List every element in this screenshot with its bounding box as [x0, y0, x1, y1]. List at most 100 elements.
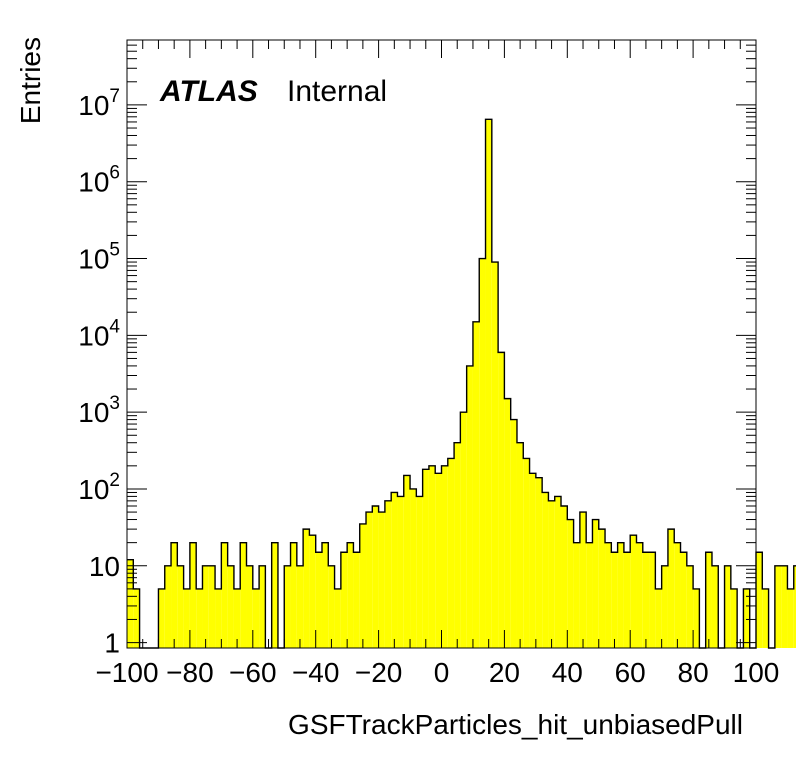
histogram-bin	[378, 512, 385, 648]
histogram-bin	[623, 552, 631, 648]
histogram-bin	[655, 588, 662, 648]
histogram-bin	[428, 465, 436, 648]
histogram-bin	[711, 565, 719, 648]
x-tick-label: 40	[552, 657, 583, 688]
histogram-bin	[510, 419, 517, 648]
histogram-bin	[259, 565, 266, 648]
histogram-bin	[202, 565, 209, 648]
histogram-bin	[649, 552, 656, 648]
histogram-bin	[252, 588, 260, 648]
histogram-bin	[592, 519, 599, 648]
y-tick-label: 103	[78, 393, 120, 428]
x-axis-title: GSFTrackParticles_hit_unbiasedPull	[288, 709, 743, 740]
x-tick-label: 20	[489, 657, 520, 688]
histogram-bin	[485, 119, 492, 648]
histogram-bin	[705, 552, 712, 648]
histogram-bin	[542, 492, 549, 648]
histogram-bin	[454, 442, 461, 648]
histogram-bin	[579, 512, 587, 648]
histogram-bin	[605, 542, 612, 648]
histogram-bin	[447, 458, 455, 648]
x-tick-label: 0	[434, 657, 450, 688]
histogram-bin	[158, 588, 165, 648]
histogram-bin	[271, 542, 278, 648]
internal-label: Internal	[287, 75, 387, 108]
histogram-bin	[366, 512, 373, 648]
x-tick-label: −80	[166, 657, 214, 688]
histogram-bin	[479, 258, 486, 648]
histogram-bars	[127, 118, 796, 649]
histogram-bin	[347, 542, 354, 648]
histogram-bin	[598, 529, 606, 648]
y-tick-label: 105	[78, 240, 120, 275]
histogram-bin	[422, 469, 429, 648]
histogram-bin	[384, 500, 392, 648]
y-tick-label: 1	[104, 628, 120, 659]
histogram-bin	[586, 542, 593, 648]
histogram-bin	[642, 552, 650, 648]
histogram-bin	[353, 552, 360, 648]
histogram-bin	[724, 565, 731, 648]
histogram-bin	[523, 458, 530, 648]
histogram-bin	[787, 588, 794, 648]
histogram-bin	[328, 565, 335, 648]
histogram-bin	[667, 529, 675, 648]
histogram-bin	[303, 529, 310, 648]
histogram-bin	[321, 542, 329, 648]
histogram-bin	[774, 565, 782, 648]
histogram-bin	[441, 465, 448, 648]
y-tick-label: 107	[78, 86, 120, 121]
histogram-bin	[781, 565, 788, 648]
histogram-bin	[359, 523, 367, 648]
histogram-bin	[372, 505, 379, 648]
histogram-bin	[730, 588, 738, 648]
histogram-bin	[567, 519, 574, 648]
histogram-bin	[529, 473, 536, 648]
histogram-bin	[611, 552, 618, 648]
histogram-bin	[240, 542, 247, 648]
histogram-bin	[680, 552, 687, 648]
histogram-bin	[460, 412, 467, 648]
x-tick-label: −100	[95, 657, 158, 688]
histogram-bin	[215, 588, 222, 648]
histogram-bin	[561, 505, 568, 648]
histogram-bin	[498, 352, 505, 648]
histogram-bin	[693, 588, 700, 648]
histogram-bin	[466, 365, 473, 648]
histogram-bin	[403, 475, 411, 648]
x-tick-label: −20	[355, 657, 403, 688]
histogram-bin	[617, 542, 624, 648]
histogram-bin	[221, 542, 228, 648]
x-tick-label: 100	[733, 657, 780, 688]
histogram-bin	[183, 588, 190, 648]
histogram-bin	[164, 565, 172, 648]
x-tick-label: 80	[678, 657, 709, 688]
histogram-bin	[315, 552, 322, 648]
histogram-bin	[743, 588, 750, 648]
histogram-bin	[516, 442, 524, 648]
y-axis-title: Entries	[15, 37, 46, 124]
histogram-bin	[410, 488, 417, 648]
histogram-bin	[189, 542, 197, 648]
histogram-bin	[491, 262, 499, 648]
histogram-bin	[573, 542, 580, 648]
y-tick-label: 104	[78, 316, 120, 351]
atlas-label: ATLAS	[159, 75, 258, 108]
histogram-outline	[127, 118, 796, 649]
histogram-bin	[472, 321, 480, 648]
histogram-bin	[756, 552, 763, 648]
x-tick-label: −60	[229, 657, 277, 688]
histogram-bin	[309, 535, 316, 648]
histogram-bin	[686, 565, 694, 648]
histogram-bin	[177, 565, 184, 648]
histogram-bin	[233, 588, 241, 648]
histogram-bin	[227, 565, 234, 648]
histogram-bin	[504, 398, 511, 648]
y-tick-label: 10	[89, 551, 120, 582]
histogram-bin	[397, 496, 404, 648]
histogram-bin	[196, 588, 203, 648]
y-tick-label: 102	[78, 470, 120, 505]
histogram-bin	[208, 565, 216, 648]
tick-labels: −100 −80 −60 −40 −20 0 20 40 60 80 100 1 10 102 103 104…	[78, 86, 779, 688]
